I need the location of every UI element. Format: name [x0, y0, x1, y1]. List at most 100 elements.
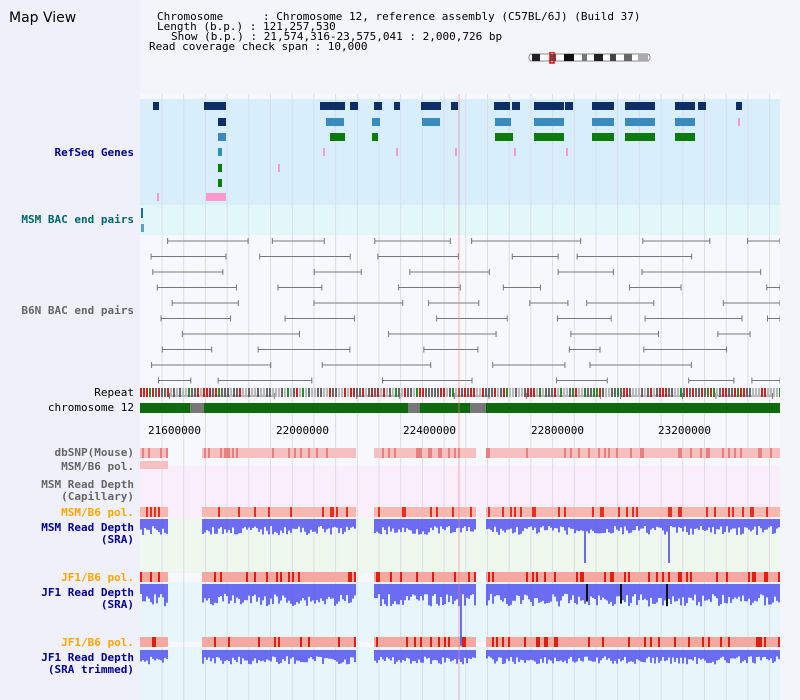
- msm-depth-bar: [266, 519, 268, 531]
- dbsnp-cell: [622, 448, 624, 458]
- jf1-pol-cell: [348, 637, 350, 647]
- jf1-depth-bar: [284, 584, 286, 598]
- msm-pol-cell: [312, 507, 314, 517]
- jf1-trim-depth-bar: [736, 650, 738, 658]
- jf1-trim-depth-bar: [388, 650, 390, 659]
- jf1-trim-depth-bar: [514, 650, 516, 664]
- dbsnp-cell: [694, 448, 696, 458]
- jf1-pol-cell: [766, 637, 768, 647]
- msm-depth-bar: [436, 519, 438, 528]
- jf1-pol-cell: [764, 572, 766, 582]
- dbsnp-cell: [378, 448, 380, 458]
- jf1-depth-bar: [148, 584, 150, 599]
- jf1-depth-bar: [730, 584, 732, 603]
- msm-depth-bar: [772, 519, 774, 534]
- dbsnp-cell: [324, 448, 326, 458]
- jf1-trim-depth-bar: [548, 650, 550, 660]
- jf1-pol-cell: [162, 637, 164, 647]
- msm-pol-cell: [652, 507, 654, 517]
- jf1-pol-cell: [554, 572, 556, 582]
- jf1-depth-bar: [344, 584, 346, 602]
- dbsnp-cell: [268, 448, 270, 458]
- jf1-depth-bar: [674, 584, 676, 602]
- jf1-depth-bar: [332, 584, 334, 599]
- gene-feature: [455, 148, 457, 156]
- jf1-pol-cell: [510, 572, 512, 582]
- dbsnp-cell: [668, 448, 670, 458]
- msm-depth-bar: [634, 519, 636, 531]
- jf1-pol-cell: [294, 572, 296, 582]
- jf1-pol-cell: [354, 572, 356, 582]
- dbsnp-cell: [634, 448, 636, 458]
- repeat-element: [380, 388, 382, 397]
- msm-pol-cell: [332, 507, 334, 517]
- jf1-trim-depth-bar: [722, 650, 724, 657]
- jf1-pol-cell: [612, 637, 614, 647]
- jf1-pol-cell: [650, 572, 652, 582]
- repeat-element: [500, 388, 502, 397]
- jf1-trim-depth-bar: [646, 650, 648, 659]
- msm-depth-bar: [508, 519, 510, 530]
- genome-track-canvas[interactable]: 21600000 22000000 22400000 22800000 23200000: [140, 94, 780, 700]
- repeat-element: [734, 388, 736, 397]
- jf1-pol-cell: [322, 637, 324, 647]
- msm-pol-cell: [518, 507, 520, 517]
- jf1-trim-depth-bar: [374, 650, 376, 661]
- dbsnp-cell: [156, 448, 158, 458]
- msm-pol-cell: [234, 507, 236, 517]
- jf1-pol-cell: [318, 637, 320, 647]
- jf1-pol-cell: [688, 637, 690, 647]
- jf1-pol-cell: [616, 637, 618, 647]
- repeat-element: [599, 388, 601, 397]
- msm-pol-cell: [404, 507, 406, 517]
- jf1-depth-bar: [396, 584, 398, 605]
- jf1-pol-cell: [420, 572, 422, 582]
- msm-pol-cell: [752, 507, 754, 517]
- jf1-trim-depth-bar: [400, 650, 402, 663]
- jf1-pol-cell: [618, 572, 620, 582]
- dbsnp-cell: [302, 448, 304, 458]
- jf1-depth-bar: [580, 584, 582, 601]
- jf1-trim-depth-bar: [512, 650, 514, 662]
- jf1-depth-bar: [760, 584, 762, 595]
- dbsnp-cell: [440, 448, 442, 458]
- repeat-element: [152, 388, 154, 397]
- jf1-pol-cell: [468, 572, 470, 582]
- jf1-pol-cell: [578, 572, 580, 582]
- chromosome-ideogram[interactable]: [528, 52, 652, 64]
- jf1-pol-cell: [342, 572, 344, 582]
- jf1-pol-cell: [434, 637, 436, 647]
- refseq-gene-track[interactable]: [153, 102, 742, 201]
- msm-pol-cell: [254, 507, 256, 517]
- msm-depth-bar: [540, 519, 542, 528]
- jf1-pol-cell: [394, 572, 396, 582]
- jf1-trim-depth-bar: [164, 650, 166, 658]
- msm-pol-cell: [592, 507, 594, 517]
- repeat-element: [290, 388, 292, 397]
- jf1-pol-cell: [592, 572, 594, 582]
- dbsnp-cell: [342, 448, 344, 458]
- dbsnp-cell: [658, 448, 660, 458]
- repeat-element: [725, 388, 727, 397]
- jf1-trim-depth-bar: [310, 650, 312, 657]
- jf1-depth-bar: [220, 584, 222, 597]
- jf1-pol-cell: [666, 572, 668, 582]
- jf1-pol-cell: [504, 572, 506, 582]
- jf1-pol-cell: [644, 637, 646, 647]
- dbsnp-cell: [526, 448, 528, 458]
- msm-depth-bar: [388, 519, 390, 527]
- jf1-pol-cell: [540, 572, 542, 582]
- dbsnp-cell: [498, 448, 500, 458]
- msm-pol-cell: [292, 507, 294, 517]
- gene-feature: [396, 148, 398, 156]
- dbsnp-cell: [678, 448, 680, 458]
- jf1-trim-depth-bar: [244, 650, 246, 661]
- jf1-pol-cell: [772, 572, 774, 582]
- msm-depth-bar: [520, 519, 522, 534]
- bac-marker: [141, 224, 144, 232]
- jf1-depth-bar: [296, 584, 298, 603]
- msm-pol-cell: [712, 507, 714, 517]
- msm-pol-cell: [420, 507, 422, 517]
- jf1-trim-depth-bar: [712, 650, 714, 662]
- jf1-depth-bar: [728, 584, 730, 598]
